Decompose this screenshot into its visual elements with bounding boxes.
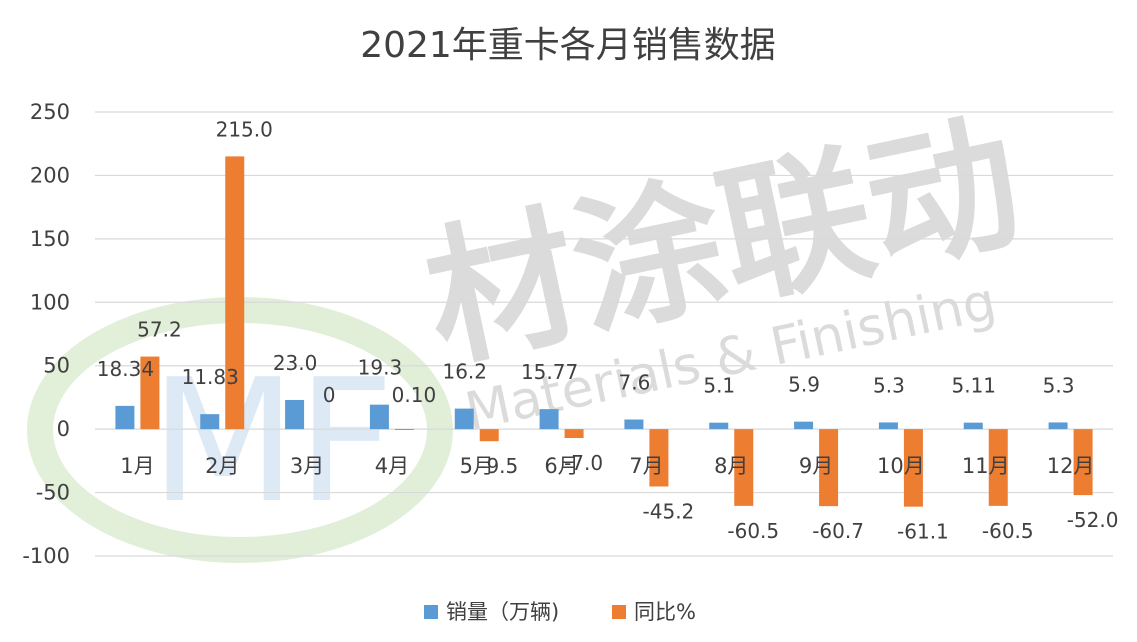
chart-title: 2021年重卡各月销售数据 bbox=[360, 25, 776, 66]
bar-yoy bbox=[225, 156, 245, 430]
watermark: MF 材涂联动 Materials & Finishing bbox=[27, 95, 1034, 563]
bar-sales bbox=[624, 419, 644, 430]
legend[interactable]: 销量（万辆) 同比% bbox=[424, 600, 696, 624]
data-label-yoy: -45.2 bbox=[643, 499, 695, 523]
bar-sales bbox=[963, 422, 983, 430]
bar-yoy bbox=[903, 429, 923, 507]
x-category-label: 1月 bbox=[120, 454, 154, 478]
data-label-sales: 19.3 bbox=[358, 356, 403, 380]
y-tick-label: 50 bbox=[43, 354, 70, 378]
data-label-yoy: -52.0 bbox=[1067, 508, 1119, 532]
y-tick-label: 0 bbox=[57, 417, 70, 441]
y-tick-label: -100 bbox=[22, 544, 70, 568]
x-category-label: 6月 bbox=[544, 454, 578, 478]
data-label-yoy: 0.10 bbox=[392, 383, 437, 407]
bar-yoy bbox=[1073, 429, 1093, 496]
data-label-sales: 11.83 bbox=[182, 365, 239, 389]
x-category-label: 9月 bbox=[799, 454, 833, 478]
data-label-sales: 5.3 bbox=[873, 373, 905, 397]
x-category-label: 7月 bbox=[629, 454, 663, 478]
x-category-label: 8月 bbox=[714, 454, 748, 478]
x-category-label: 3月 bbox=[290, 454, 324, 478]
bar-yoy bbox=[988, 429, 1008, 506]
bar-yoy bbox=[479, 429, 499, 442]
bar-yoy bbox=[734, 429, 754, 506]
x-category-label: 4月 bbox=[375, 454, 409, 478]
bar-sales bbox=[539, 409, 559, 430]
data-label-sales: 23.0 bbox=[273, 351, 318, 375]
data-label-sales: 5.9 bbox=[788, 373, 820, 397]
y-axis: 250 200 150 100 50 0 -50 -100 bbox=[22, 100, 70, 568]
bar-sales bbox=[115, 405, 135, 430]
data-label-yoy: -60.5 bbox=[982, 519, 1034, 543]
x-category-label: 11月 bbox=[962, 454, 1010, 478]
bar-yoy bbox=[649, 429, 669, 487]
data-label-yoy: 215.0 bbox=[216, 117, 273, 141]
x-category-label: 12月 bbox=[1047, 454, 1095, 478]
x-category-label: 2月 bbox=[205, 454, 239, 478]
y-tick-label: -50 bbox=[36, 481, 70, 505]
legend-swatch-sales bbox=[424, 605, 438, 619]
data-label-yoy: -9.5 bbox=[479, 454, 518, 478]
data-label-yoy: -61.1 bbox=[897, 520, 949, 544]
data-label-sales: 5.3 bbox=[1043, 373, 1075, 397]
bar-yoy bbox=[564, 429, 584, 439]
data-label-sales: 5.1 bbox=[703, 374, 735, 398]
bar-yoy bbox=[819, 429, 839, 507]
y-tick-label: 150 bbox=[30, 227, 70, 251]
bar-sales bbox=[454, 408, 474, 430]
y-tick-label: 100 bbox=[30, 290, 70, 314]
data-label-sales: 18.34 bbox=[97, 357, 154, 381]
x-category-label: 5月 bbox=[460, 454, 494, 478]
data-label-yoy: 57.2 bbox=[137, 318, 182, 342]
bar-sales bbox=[1048, 422, 1068, 430]
data-label-sales: 5.11 bbox=[951, 374, 996, 398]
y-tick-label: 200 bbox=[30, 163, 70, 187]
bar-sales bbox=[794, 421, 814, 430]
bar-sales bbox=[285, 399, 305, 430]
data-label-sales: 15.77 bbox=[521, 360, 578, 384]
x-category-label: 10月 bbox=[877, 454, 925, 478]
legend-label-yoy: 同比% bbox=[634, 600, 696, 624]
bars bbox=[115, 156, 1093, 507]
bar-yoy bbox=[394, 429, 414, 431]
data-label-yoy: 0 bbox=[323, 383, 336, 407]
data-label-yoy: -7.0 bbox=[564, 451, 603, 475]
data-label-sales: 16.2 bbox=[442, 360, 487, 384]
data-label-sales: 7.6 bbox=[619, 371, 651, 395]
bar-sales bbox=[878, 422, 898, 430]
y-tick-label: 250 bbox=[30, 100, 70, 124]
gridlines bbox=[95, 111, 1113, 557]
x-axis: 1月 2月 3月 4月 5月 6月 7月 8月 9月 10月 11月 12月 bbox=[120, 454, 1094, 478]
bar-sales bbox=[369, 404, 389, 430]
legend-swatch-yoy bbox=[612, 605, 626, 619]
bar-yoy bbox=[140, 356, 160, 430]
data-label-yoy: -60.5 bbox=[727, 519, 779, 543]
legend-label-sales: 销量（万辆) bbox=[446, 600, 559, 624]
bar-sales bbox=[200, 414, 220, 430]
bar-sales bbox=[709, 422, 729, 430]
data-label-yoy: -60.7 bbox=[812, 519, 864, 543]
watermark-logo-text: MF bbox=[150, 343, 394, 541]
